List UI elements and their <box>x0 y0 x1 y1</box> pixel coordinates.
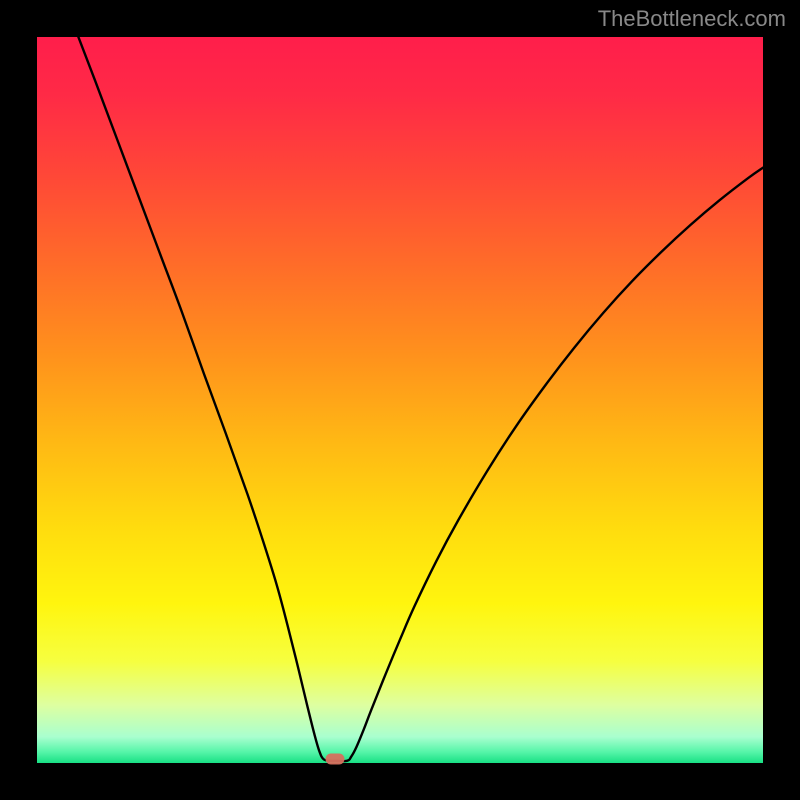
bottleneck-curve <box>37 37 763 763</box>
gradient-plot-area <box>37 37 763 763</box>
watermark-text: TheBottleneck.com <box>598 6 786 32</box>
optimum-marker <box>326 753 345 764</box>
chart-frame: TheBottleneck.com <box>0 0 800 800</box>
